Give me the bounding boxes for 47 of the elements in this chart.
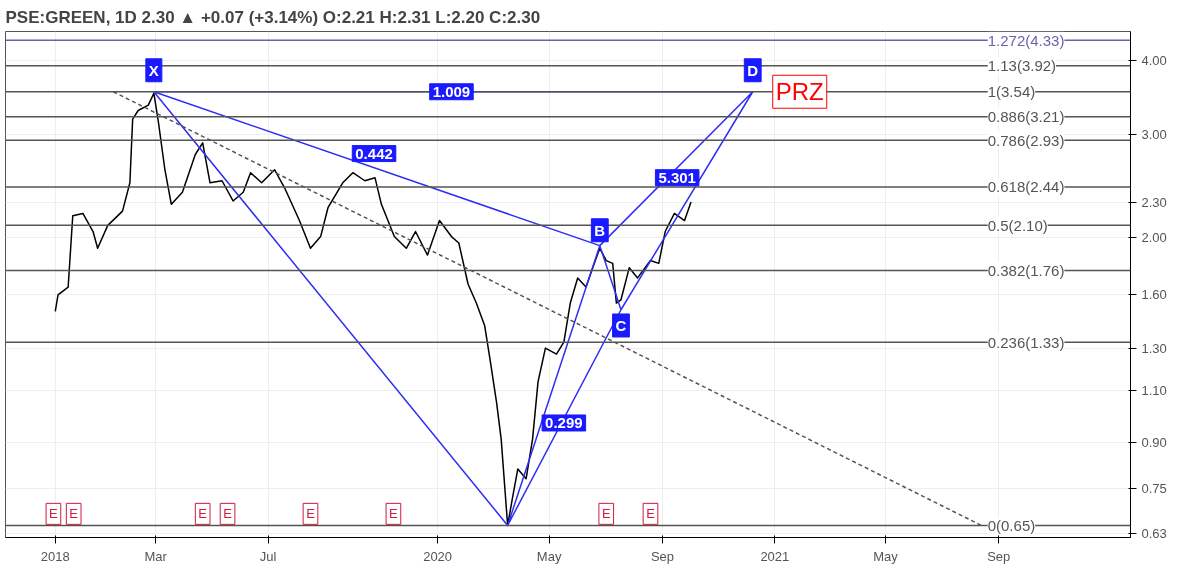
ref-line-label: 1.272(4.33) <box>987 31 1065 49</box>
ref-line-label: 0.886(3.21) <box>987 108 1065 126</box>
annotation: E <box>389 506 399 522</box>
x-tick-label: May <box>873 548 899 564</box>
annotation: B <box>594 221 606 239</box>
ref-line-label: 0.5(2.10) <box>987 216 1048 234</box>
ref-line-label: 0.236(1.33) <box>987 333 1065 351</box>
annotation: X <box>148 61 159 79</box>
ref-line-label: 1.13(3.92) <box>987 57 1057 75</box>
text: 3.00 <box>1141 126 1167 142</box>
x-tick-label: 2020 <box>423 548 453 564</box>
x-tick-label: Mar <box>144 548 168 564</box>
annotation: 0.442 <box>355 144 393 162</box>
ref-line-label: 0.382(1.76) <box>987 262 1065 280</box>
text: 1.60 <box>1141 287 1167 303</box>
ref-line-label: 0(0.65) <box>987 516 1036 534</box>
annotation: 0.299 <box>545 413 583 431</box>
x-tick-label: Jul <box>259 548 277 564</box>
text: 0.75 <box>1141 481 1167 497</box>
text: 2.00 <box>1141 230 1167 246</box>
annotation: E <box>198 506 208 522</box>
x-tick-label: Sep <box>987 548 1011 564</box>
text: 4.00 <box>1141 53 1167 68</box>
ref-line-label: 0.618(2.44) <box>987 178 1065 196</box>
x-tick-label: 2021 <box>760 548 790 564</box>
x-tick-label: Sep <box>650 548 675 564</box>
text: 2.30 <box>1141 194 1167 210</box>
text: 0.90 <box>1141 434 1167 450</box>
text: 0.63 <box>1141 525 1167 541</box>
annotation: C <box>615 316 627 334</box>
annotation: E <box>49 506 59 522</box>
annotation: E <box>223 506 233 522</box>
chart-title: PSE:GREEN, 1D 2.30 ▲ +0.07 (+3.14%) O:2.21 H:2.31 L:2.20 C:2.30 <box>5 7 541 27</box>
annotation: 5.301 <box>658 168 696 186</box>
annotation: E <box>69 506 79 522</box>
x-tick-label: May <box>536 548 562 564</box>
text: 1.30 <box>1141 340 1167 356</box>
annotation: E <box>306 506 316 522</box>
text: 1.10 <box>1141 383 1167 399</box>
ref-line-label: 1(3.54) <box>987 83 1036 101</box>
annotation: E <box>646 506 656 522</box>
annotation: D <box>747 61 759 79</box>
annotation: 1.009 <box>432 82 471 100</box>
x-tick-label: 2018 <box>40 548 70 564</box>
annotation: E <box>601 506 611 522</box>
annotation: PRZ <box>775 78 824 106</box>
ref-line-label: 0.786(2.93) <box>987 131 1065 149</box>
